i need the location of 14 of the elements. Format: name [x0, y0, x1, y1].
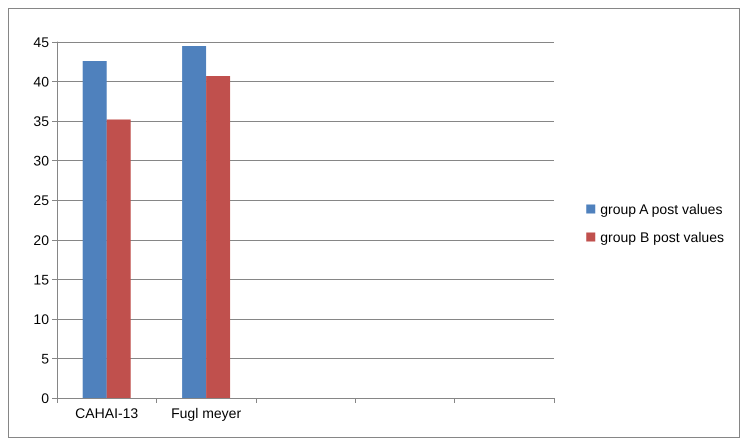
y-tick-label: 0 [41, 390, 50, 406]
x-tick-label: CAHAI-13 [75, 405, 138, 421]
y-tick-label: 25 [33, 192, 50, 208]
y-tick-label: 35 [33, 113, 50, 130]
y-tick-label: 30 [33, 152, 50, 169]
y-tick-label: 45 [33, 34, 50, 50]
y-tick-label: 40 [33, 74, 50, 90]
y-tick-label: 10 [33, 310, 50, 327]
y-tick-label: 15 [33, 271, 50, 288]
x-tick-label: Fugl meyer [171, 405, 242, 421]
legend-label: group A post values [600, 201, 722, 217]
legend-label: group B post values [600, 229, 724, 245]
y-tick-label: 5 [41, 350, 50, 366]
y-tick-label: 20 [33, 232, 50, 248]
